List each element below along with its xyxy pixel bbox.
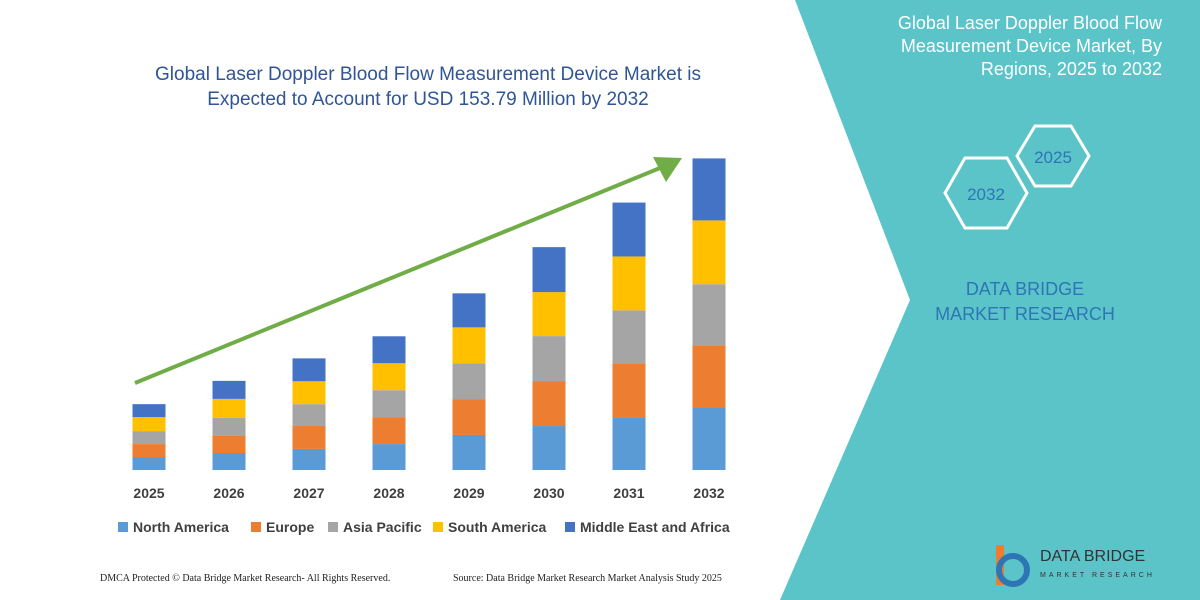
- bar-segment: [452, 293, 486, 328]
- bar-segment: [212, 417, 246, 436]
- legend-label: Asia Pacific: [343, 519, 422, 535]
- bar-segment: [212, 452, 246, 470]
- bar-segment: [612, 417, 646, 470]
- bar-segment: [692, 158, 726, 221]
- bar-segment: [372, 363, 406, 391]
- bar-segment: [532, 426, 566, 470]
- bar-segment: [452, 327, 486, 364]
- legend-swatch: [565, 522, 575, 532]
- bar-segment: [292, 404, 326, 427]
- x-tick-label: 2031: [613, 485, 644, 501]
- bar-segment: [292, 448, 326, 470]
- trend-arrow-head: [653, 157, 682, 182]
- bar-segment: [452, 434, 486, 470]
- bar-segment: [692, 345, 726, 409]
- trend-arrow: [134, 166, 661, 385]
- bar-segment: [372, 417, 406, 445]
- bar-segment: [692, 408, 726, 470]
- x-tick-label: 2027: [293, 485, 324, 501]
- legend-swatch: [118, 522, 128, 532]
- legend-label: South America: [448, 519, 546, 535]
- chart-title: Global Laser Doppler Blood Flow Measurem…: [155, 64, 701, 110]
- bar-segment: [612, 310, 646, 364]
- bar-segment: [532, 247, 566, 293]
- x-tick-label: 2032: [693, 485, 724, 501]
- bar-segment: [532, 381, 566, 427]
- bar-segment: [132, 404, 166, 418]
- x-tick-label: 2026: [213, 485, 244, 501]
- side-panel: [780, 0, 1200, 600]
- logo: DATA BRIDGE MARKET RESEARCH: [996, 545, 1155, 587]
- legend-label: Europe: [266, 519, 314, 535]
- bar-segment: [692, 284, 726, 346]
- bar-segment: [292, 426, 326, 449]
- bar-segment: [132, 457, 166, 470]
- x-tick-label: 2028: [373, 485, 404, 501]
- hexagon: [943, 156, 1029, 230]
- bar-segment: [612, 256, 646, 311]
- bar-segment: [452, 363, 486, 400]
- logo-icon: [996, 553, 1030, 587]
- bar-segment: [452, 399, 486, 435]
- bar-segment: [372, 336, 406, 364]
- bar-segment: [132, 417, 166, 432]
- hexagon-label: 2032: [967, 185, 1005, 204]
- bar-segment: [132, 431, 166, 445]
- footer-right: Source: Data Bridge Market Research Mark…: [453, 573, 722, 584]
- legend-label: North America: [133, 519, 229, 535]
- bar-segment: [212, 380, 246, 399]
- bar-segment: [372, 390, 406, 418]
- bar-segment: [132, 444, 166, 458]
- panel-title: Global Laser Doppler Blood Flow Measurem…: [897, 13, 1162, 79]
- footer-left: DMCA Protected © Data Bridge Market Rese…: [100, 573, 391, 584]
- x-tick-label: 2030: [533, 485, 564, 501]
- legend-label: Middle East and Africa: [580, 519, 730, 535]
- bar-segment: [212, 398, 246, 418]
- bar-segment: [692, 220, 726, 285]
- bar-segment: [532, 292, 566, 337]
- bar-segment: [612, 363, 646, 418]
- bar-segment: [292, 381, 326, 405]
- bar-segment: [372, 444, 406, 470]
- x-tick-label: 2029: [453, 485, 484, 501]
- bar-segment: [212, 435, 246, 453]
- bar-segment: [612, 202, 646, 257]
- logo-name: DATA BRIDGE: [1040, 548, 1145, 565]
- bar-segment: [532, 336, 566, 382]
- hexagon: [1015, 124, 1091, 188]
- legend-swatch: [433, 522, 443, 532]
- hexagon-label: 2025: [1034, 148, 1072, 167]
- legend-swatch: [251, 522, 261, 532]
- x-tick-label: 2025: [133, 485, 164, 501]
- brand: DATA BRIDGE MARKET RESEARCH: [935, 279, 1115, 324]
- legend-swatch: [328, 522, 338, 532]
- bar-segment: [292, 358, 326, 382]
- logo-tagline: MARKET RESEARCH: [1040, 572, 1155, 579]
